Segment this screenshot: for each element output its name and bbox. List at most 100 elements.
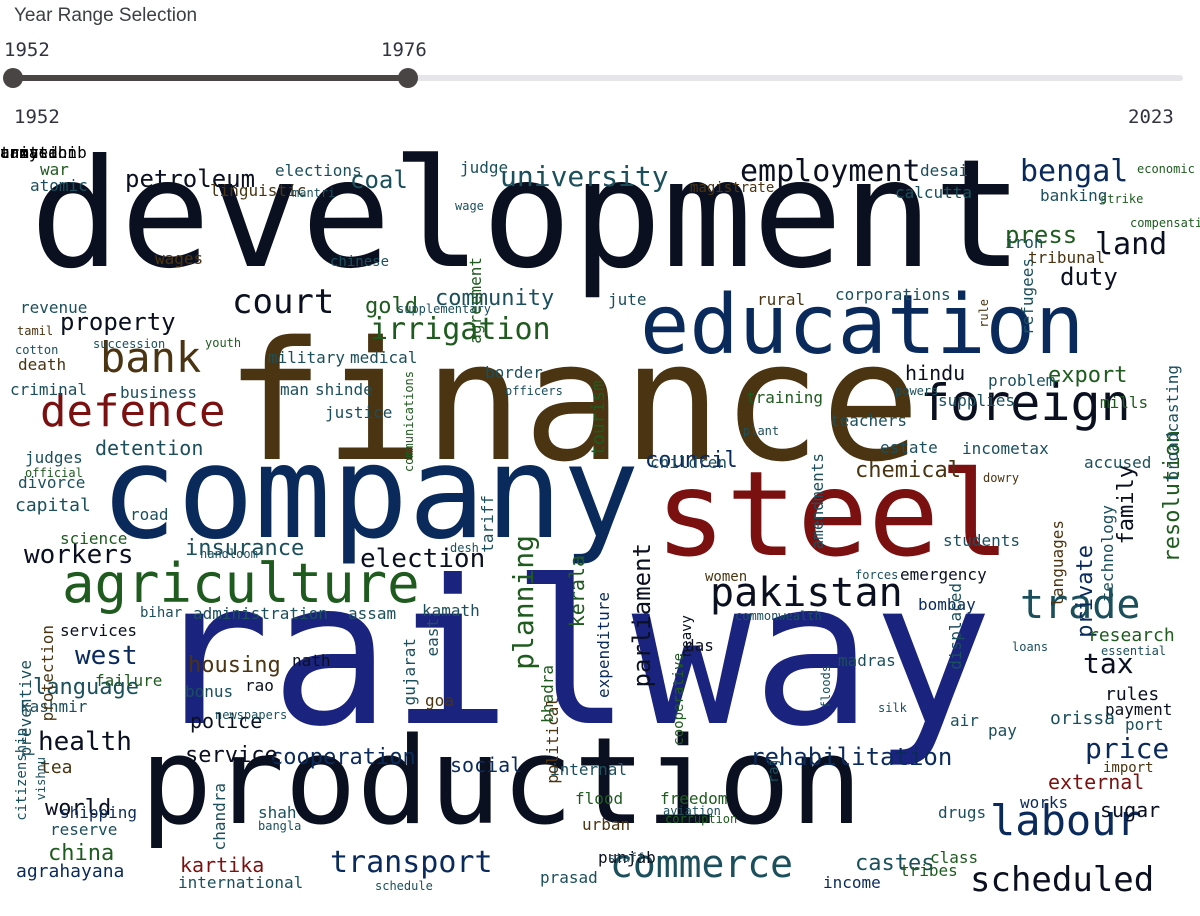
word-kartika: kartika <box>180 853 265 877</box>
word-castes: castes <box>855 851 935 876</box>
word-desai: desai <box>920 161 969 180</box>
word-displaced: displaced <box>946 583 965 670</box>
word-payment: payment <box>1105 700 1173 719</box>
word-west: west <box>75 641 138 671</box>
word-military: military <box>268 348 346 367</box>
word-technology: technology <box>1098 505 1117 602</box>
slider-handle-end[interactable] <box>398 68 419 88</box>
word-cooperative: cooperative <box>671 653 687 746</box>
word-raj: raj <box>766 758 782 784</box>
word-flood: flood <box>575 789 624 808</box>
word-supplementary: supplementary <box>397 302 491 316</box>
word-handloom: handloom <box>200 547 258 561</box>
word-rural: rural <box>757 290 806 309</box>
word-bank: bank <box>100 333 202 382</box>
word-works: works <box>1020 793 1069 812</box>
word-pakistan: pakistan <box>710 570 903 616</box>
word-silk: silk <box>878 701 907 715</box>
word-plant: plant <box>743 424 780 438</box>
word-succession: succession <box>93 337 166 351</box>
word-rule: rule <box>977 299 991 328</box>
word-bhadra: bhadra <box>538 665 557 723</box>
word-capital: capital <box>15 495 91 516</box>
word-education: education <box>640 278 1085 373</box>
word-compensation: compensation <box>1130 216 1200 230</box>
word-development: development <box>30 145 1024 302</box>
slider-handle-start[interactable] <box>3 68 23 88</box>
word-kerala: kerala <box>565 555 589 628</box>
word-madras: madras <box>838 651 896 670</box>
word-housing: housing <box>188 653 281 678</box>
word-tourism: tourism <box>588 380 609 456</box>
word-elections: elections <box>275 161 362 180</box>
year-range-label: Year Range Selection <box>14 5 198 26</box>
word-bonus: bonus <box>185 682 234 701</box>
word-police: police <box>190 709 263 733</box>
word-wages: wages <box>155 249 204 268</box>
word-magistrate: magistrate <box>690 180 775 196</box>
word-tea: tea <box>40 757 73 778</box>
word-air: air <box>950 711 979 730</box>
word-chandra: chandra <box>210 783 229 851</box>
word-shinde: shinde <box>315 380 373 399</box>
word-justice: justice <box>325 403 393 422</box>
word-corruption: corruption <box>665 812 738 826</box>
word-man: man <box>280 380 309 399</box>
word-social: social <box>450 753 523 777</box>
word-tribes: tribes <box>900 861 958 880</box>
word-court: court <box>232 282 335 322</box>
word-desh: desh <box>450 541 479 555</box>
slider-value-start: 1952 <box>4 39 50 61</box>
word-failure: failure <box>95 671 163 690</box>
word-prasad: prasad <box>540 868 598 887</box>
word-strike: strike <box>1100 192 1144 206</box>
word-incometax: incometax <box>962 439 1049 458</box>
word-official: official <box>25 466 83 480</box>
word-gold: gold <box>365 294 418 319</box>
word-shipping: shipping <box>60 803 138 822</box>
word-staff: staff <box>608 851 645 865</box>
slider-value-end: 1976 <box>381 39 427 61</box>
word-service: service <box>185 743 278 768</box>
word-health: health <box>38 727 132 757</box>
word-amendments: amendments <box>808 453 827 550</box>
word-estate: estate <box>880 438 938 457</box>
word-rao: rao <box>245 676 274 695</box>
word-detention: detention <box>95 436 204 460</box>
word-production: production <box>140 713 863 852</box>
word-criminal: criminal <box>10 380 88 399</box>
word-vishnu: vishnu <box>34 757 48 801</box>
word-broadcasting: broadcasting <box>1163 365 1182 481</box>
word-railway: railway <box>150 538 993 771</box>
word-banking: banking <box>1040 186 1108 205</box>
word-dowry: dowry <box>983 471 1020 485</box>
word-problem: problem <box>988 371 1056 390</box>
slider-max-label: 2023 <box>1128 106 1174 128</box>
word-judges: judges <box>25 448 83 467</box>
word-newspapers: newspapers <box>215 708 288 722</box>
word-chinese: chinese <box>330 254 390 270</box>
word-rules: rules <box>1105 684 1160 705</box>
word-agrahayana: agrahayana <box>16 861 125 882</box>
word-transport: transport <box>330 845 493 880</box>
word-jute: jute <box>608 290 647 309</box>
slider-track[interactable] <box>13 75 1183 81</box>
word-defence: defence <box>40 386 226 437</box>
word-reserve: reserve <box>50 820 118 839</box>
word-external: external <box>1048 770 1145 794</box>
word-corporations: corporations <box>835 285 951 304</box>
word-import: import <box>1103 760 1154 776</box>
word-iron: iron <box>1005 233 1044 252</box>
word-wage: wage <box>455 199 484 213</box>
word-china: china <box>48 841 115 866</box>
word-officers: officers <box>505 384 563 398</box>
word-calcutta: calcutta <box>895 183 973 202</box>
word-labour: labour <box>990 796 1142 845</box>
word-community: community <box>435 286 555 311</box>
word-parliament: parliament <box>628 543 656 688</box>
word-floods: floods <box>819 665 833 709</box>
word-death: death <box>18 355 67 374</box>
word-students: students <box>943 531 1021 550</box>
word-bengal: bengal <box>1020 154 1129 189</box>
word-accused: accused <box>1084 453 1152 472</box>
